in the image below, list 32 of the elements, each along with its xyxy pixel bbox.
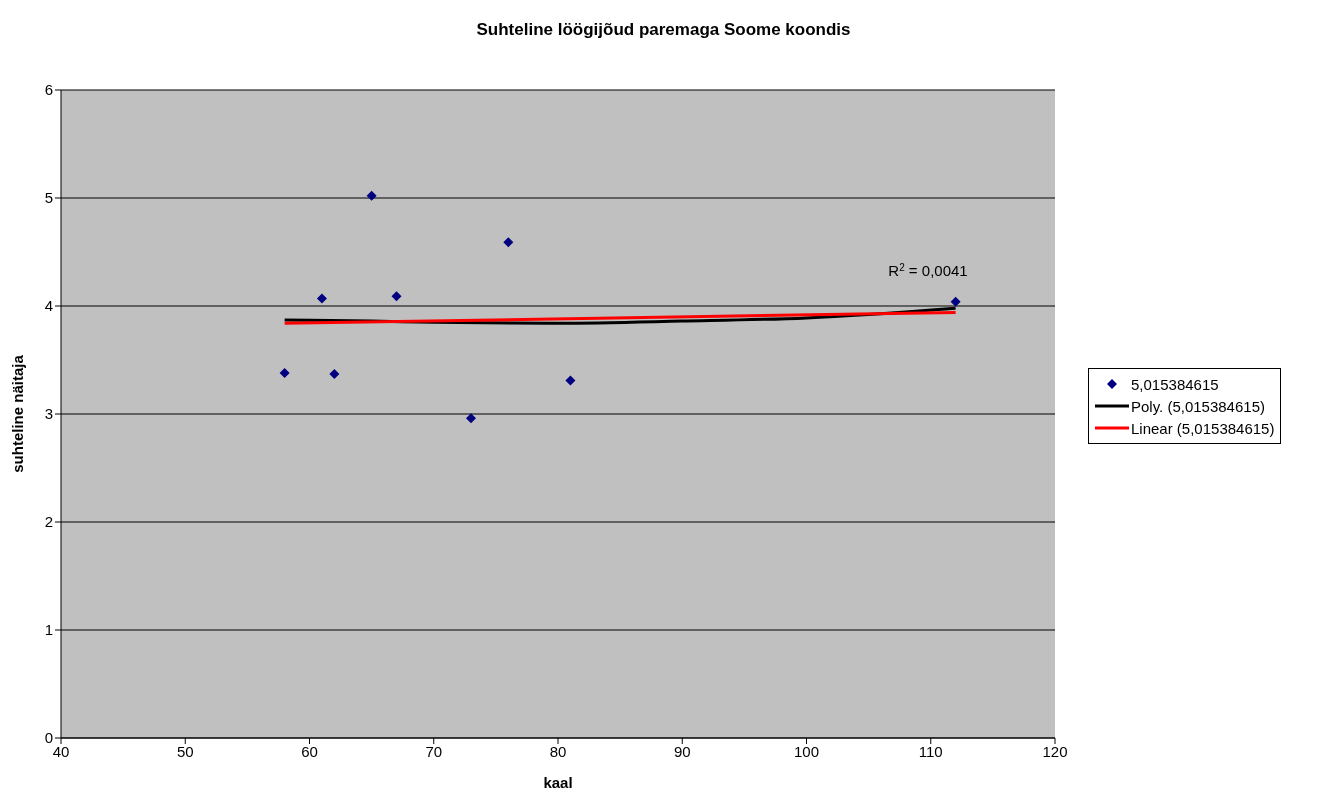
- annotation: R$^{2}$ = 0,0041: [888, 261, 968, 279]
- legend-label: Linear (5,015384615): [1131, 419, 1275, 437]
- point: [466, 413, 477, 424]
- x-tick-label: 120: [1042, 742, 1068, 760]
- x-axis-title: kaal: [543, 774, 573, 791]
- y-tick-label: 6: [44, 81, 53, 99]
- y-tick-label: 2: [44, 513, 53, 531]
- point: [316, 293, 327, 304]
- chart-title: Suhteline löögijõud paremaga Soome koondis: [475, 20, 852, 40]
- point: [950, 296, 961, 307]
- y-tick-label: 1: [44, 621, 53, 639]
- legend-label: 5,015384615: [1131, 375, 1219, 393]
- x-tick-label: 100: [793, 742, 820, 760]
- y-axis-title: suhteline näitaja: [9, 354, 27, 473]
- x-tick-label: 80: [549, 742, 567, 760]
- y-tick-label: 3: [44, 405, 53, 423]
- legend-label: Poly. (5,015384615): [1131, 397, 1265, 415]
- y-tick-label: 4: [44, 297, 53, 315]
- x-tick-label: 90: [673, 742, 691, 760]
- point: [366, 190, 377, 201]
- point: [279, 367, 290, 378]
- point: [565, 375, 576, 386]
- x-tick-label: 110: [918, 742, 943, 760]
- x-tick-label: 40: [52, 742, 70, 760]
- point: [503, 237, 514, 248]
- x-tick-label: 50: [176, 742, 194, 760]
- point: [391, 291, 402, 302]
- y-tick-label: 0: [44, 729, 53, 747]
- x-tick-label: 60: [301, 742, 318, 760]
- y-tick-label: 5: [44, 189, 53, 207]
- point: [329, 369, 340, 380]
- x-tick-label: 70: [425, 742, 443, 760]
